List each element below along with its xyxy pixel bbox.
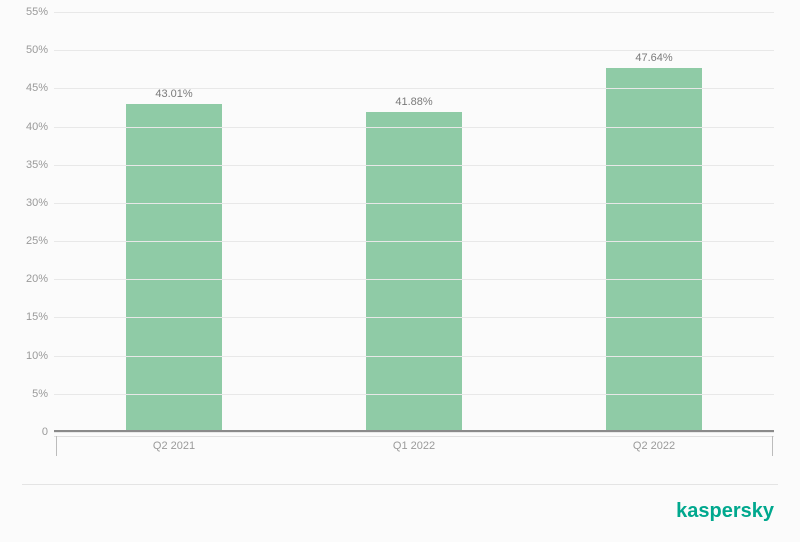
gridline <box>54 88 774 89</box>
gridline <box>54 432 774 433</box>
bar <box>606 68 702 432</box>
gridline <box>54 279 774 280</box>
brand-logo: kaspersky <box>676 500 774 523</box>
gridline <box>54 317 774 318</box>
x-category-label: Q1 2022 <box>393 440 435 452</box>
chart-area: 43.01% 41.88% 47.64% Q2 2021 Q1 2022 Q2 2022 <box>54 12 774 460</box>
x-axis-side-tick <box>772 436 773 456</box>
x-category-label: Q2 2021 <box>153 440 195 452</box>
y-tick-label: 55% <box>0 6 48 18</box>
y-tick-label: 45% <box>0 82 48 94</box>
footer-divider <box>22 484 778 485</box>
x-axis-subline <box>54 436 774 437</box>
bar-group: 43.01% <box>126 12 222 432</box>
y-tick-label: 40% <box>0 121 48 133</box>
gridline <box>54 394 774 395</box>
y-tick-label: 30% <box>0 197 48 209</box>
gridline <box>54 12 774 13</box>
gridline <box>54 356 774 357</box>
x-axis-side-tick <box>56 436 57 456</box>
bar <box>126 104 222 432</box>
bars-layer: 43.01% 41.88% 47.64% <box>54 12 774 432</box>
chart-frame: 43.01% 41.88% 47.64% Q2 2021 Q1 2022 Q2 2022… <box>0 0 800 542</box>
x-axis-baseline <box>54 430 774 432</box>
y-tick-label: 10% <box>0 350 48 362</box>
gridline <box>54 50 774 51</box>
y-tick-label: 5% <box>0 388 48 400</box>
y-tick-label: 25% <box>0 235 48 247</box>
gridline <box>54 203 774 204</box>
bar-value-label: 47.64% <box>635 52 672 64</box>
bar-value-label: 43.01% <box>155 88 192 100</box>
gridline <box>54 127 774 128</box>
gridline <box>54 241 774 242</box>
y-tick-label: 0 <box>0 426 48 438</box>
x-category-label: Q2 2022 <box>633 440 675 452</box>
bar-group: 41.88% <box>366 12 462 432</box>
bar <box>366 112 462 432</box>
y-tick-label: 20% <box>0 273 48 285</box>
plot-region: 43.01% 41.88% 47.64% <box>54 12 774 432</box>
bar-group: 47.64% <box>606 12 702 432</box>
bar-value-label: 41.88% <box>395 96 432 108</box>
gridline <box>54 165 774 166</box>
y-tick-label: 50% <box>0 44 48 56</box>
y-tick-label: 15% <box>0 311 48 323</box>
y-tick-label: 35% <box>0 159 48 171</box>
